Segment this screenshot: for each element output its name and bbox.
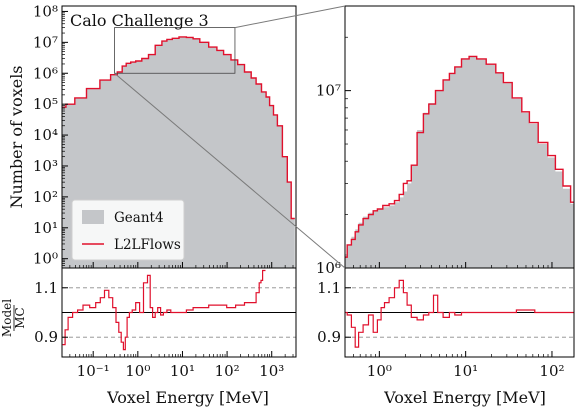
zoom-box (114, 27, 236, 74)
legend-geant4-label: Geant4 (114, 210, 164, 226)
x-tick-label: 10² (215, 362, 240, 380)
x-tick-label: 10⁰ (367, 362, 392, 380)
x-axis-label-right: Voxel Energy [MeV] (383, 388, 546, 407)
right-ratio-plot (345, 279, 574, 348)
y-tick-label: 0.9 (34, 328, 58, 346)
ratio-label-denominator: MC (13, 307, 27, 328)
panel-title: Calo Challenge 3 (70, 11, 209, 30)
zoom-connector-top (234, 5, 346, 29)
y-tick-label: 10⁴ (33, 126, 58, 144)
l2lflows-histogram (345, 55, 574, 258)
legend: Geant4 L2LFlows (71, 199, 185, 261)
right-main-l2lflows-line (345, 55, 574, 258)
y-axis-label: Number of voxels (7, 65, 26, 208)
zoom-indicator (114, 5, 346, 269)
y-tick-label: 10¹ (33, 219, 58, 237)
ratio-y-axis-label: Model MC (0, 299, 27, 337)
y-tick-label: 10⁸ (33, 2, 58, 20)
y-tick-label: 10⁷ (33, 33, 58, 51)
x-axis-label-left: Voxel Energy [MeV] (106, 388, 269, 407)
y-tick-label: 1.1 (317, 279, 341, 297)
axes-ticks: 10⁰ 10¹ 10² 10³ 10⁴ 10⁵ 10⁶ 10⁷ 10⁸ 0.9 1.1 10⁶ 10⁷ 0… (33, 2, 565, 380)
right-main-geant4-area (345, 56, 574, 268)
x-tick-label: 10² (539, 362, 564, 380)
ratio-label-numerator: Model (0, 299, 14, 337)
left-main-l2lflows-line (62, 36, 295, 220)
x-tick-label: 10⁻¹ (77, 362, 110, 380)
geant4-histogram (345, 56, 574, 268)
y-tick-label: 10⁷ (316, 82, 341, 100)
x-tick-label: 10¹ (170, 362, 195, 380)
y-tick-label: 1.1 (34, 279, 58, 297)
y-tick-label: 10² (33, 188, 58, 206)
legend-geant4-swatch (82, 210, 104, 224)
right-ratio-frame (344, 267, 575, 358)
y-tick-label: 10⁶ (316, 259, 341, 277)
x-tick-label: 10¹ (453, 362, 478, 380)
x-tick-label: 10³ (259, 362, 284, 380)
left-ratio-frame (61, 267, 297, 358)
y-tick-label: 10⁶ (33, 64, 58, 82)
ratio-step-line (62, 269, 266, 351)
l2lflows-histogram (62, 36, 295, 220)
y-tick-label: 10³ (33, 157, 58, 175)
x-tick-label: 10⁰ (125, 362, 150, 380)
left-ratio-plot (62, 269, 296, 351)
y-tick-label: 0.9 (317, 328, 341, 346)
ratio-step-line (345, 279, 574, 348)
y-tick-label: 10⁰ (33, 250, 58, 268)
y-tick-label: 10⁵ (33, 95, 58, 113)
zoom-connector-bottom (114, 72, 346, 269)
legend-l2lflows-label: L2LFlows (114, 237, 181, 253)
